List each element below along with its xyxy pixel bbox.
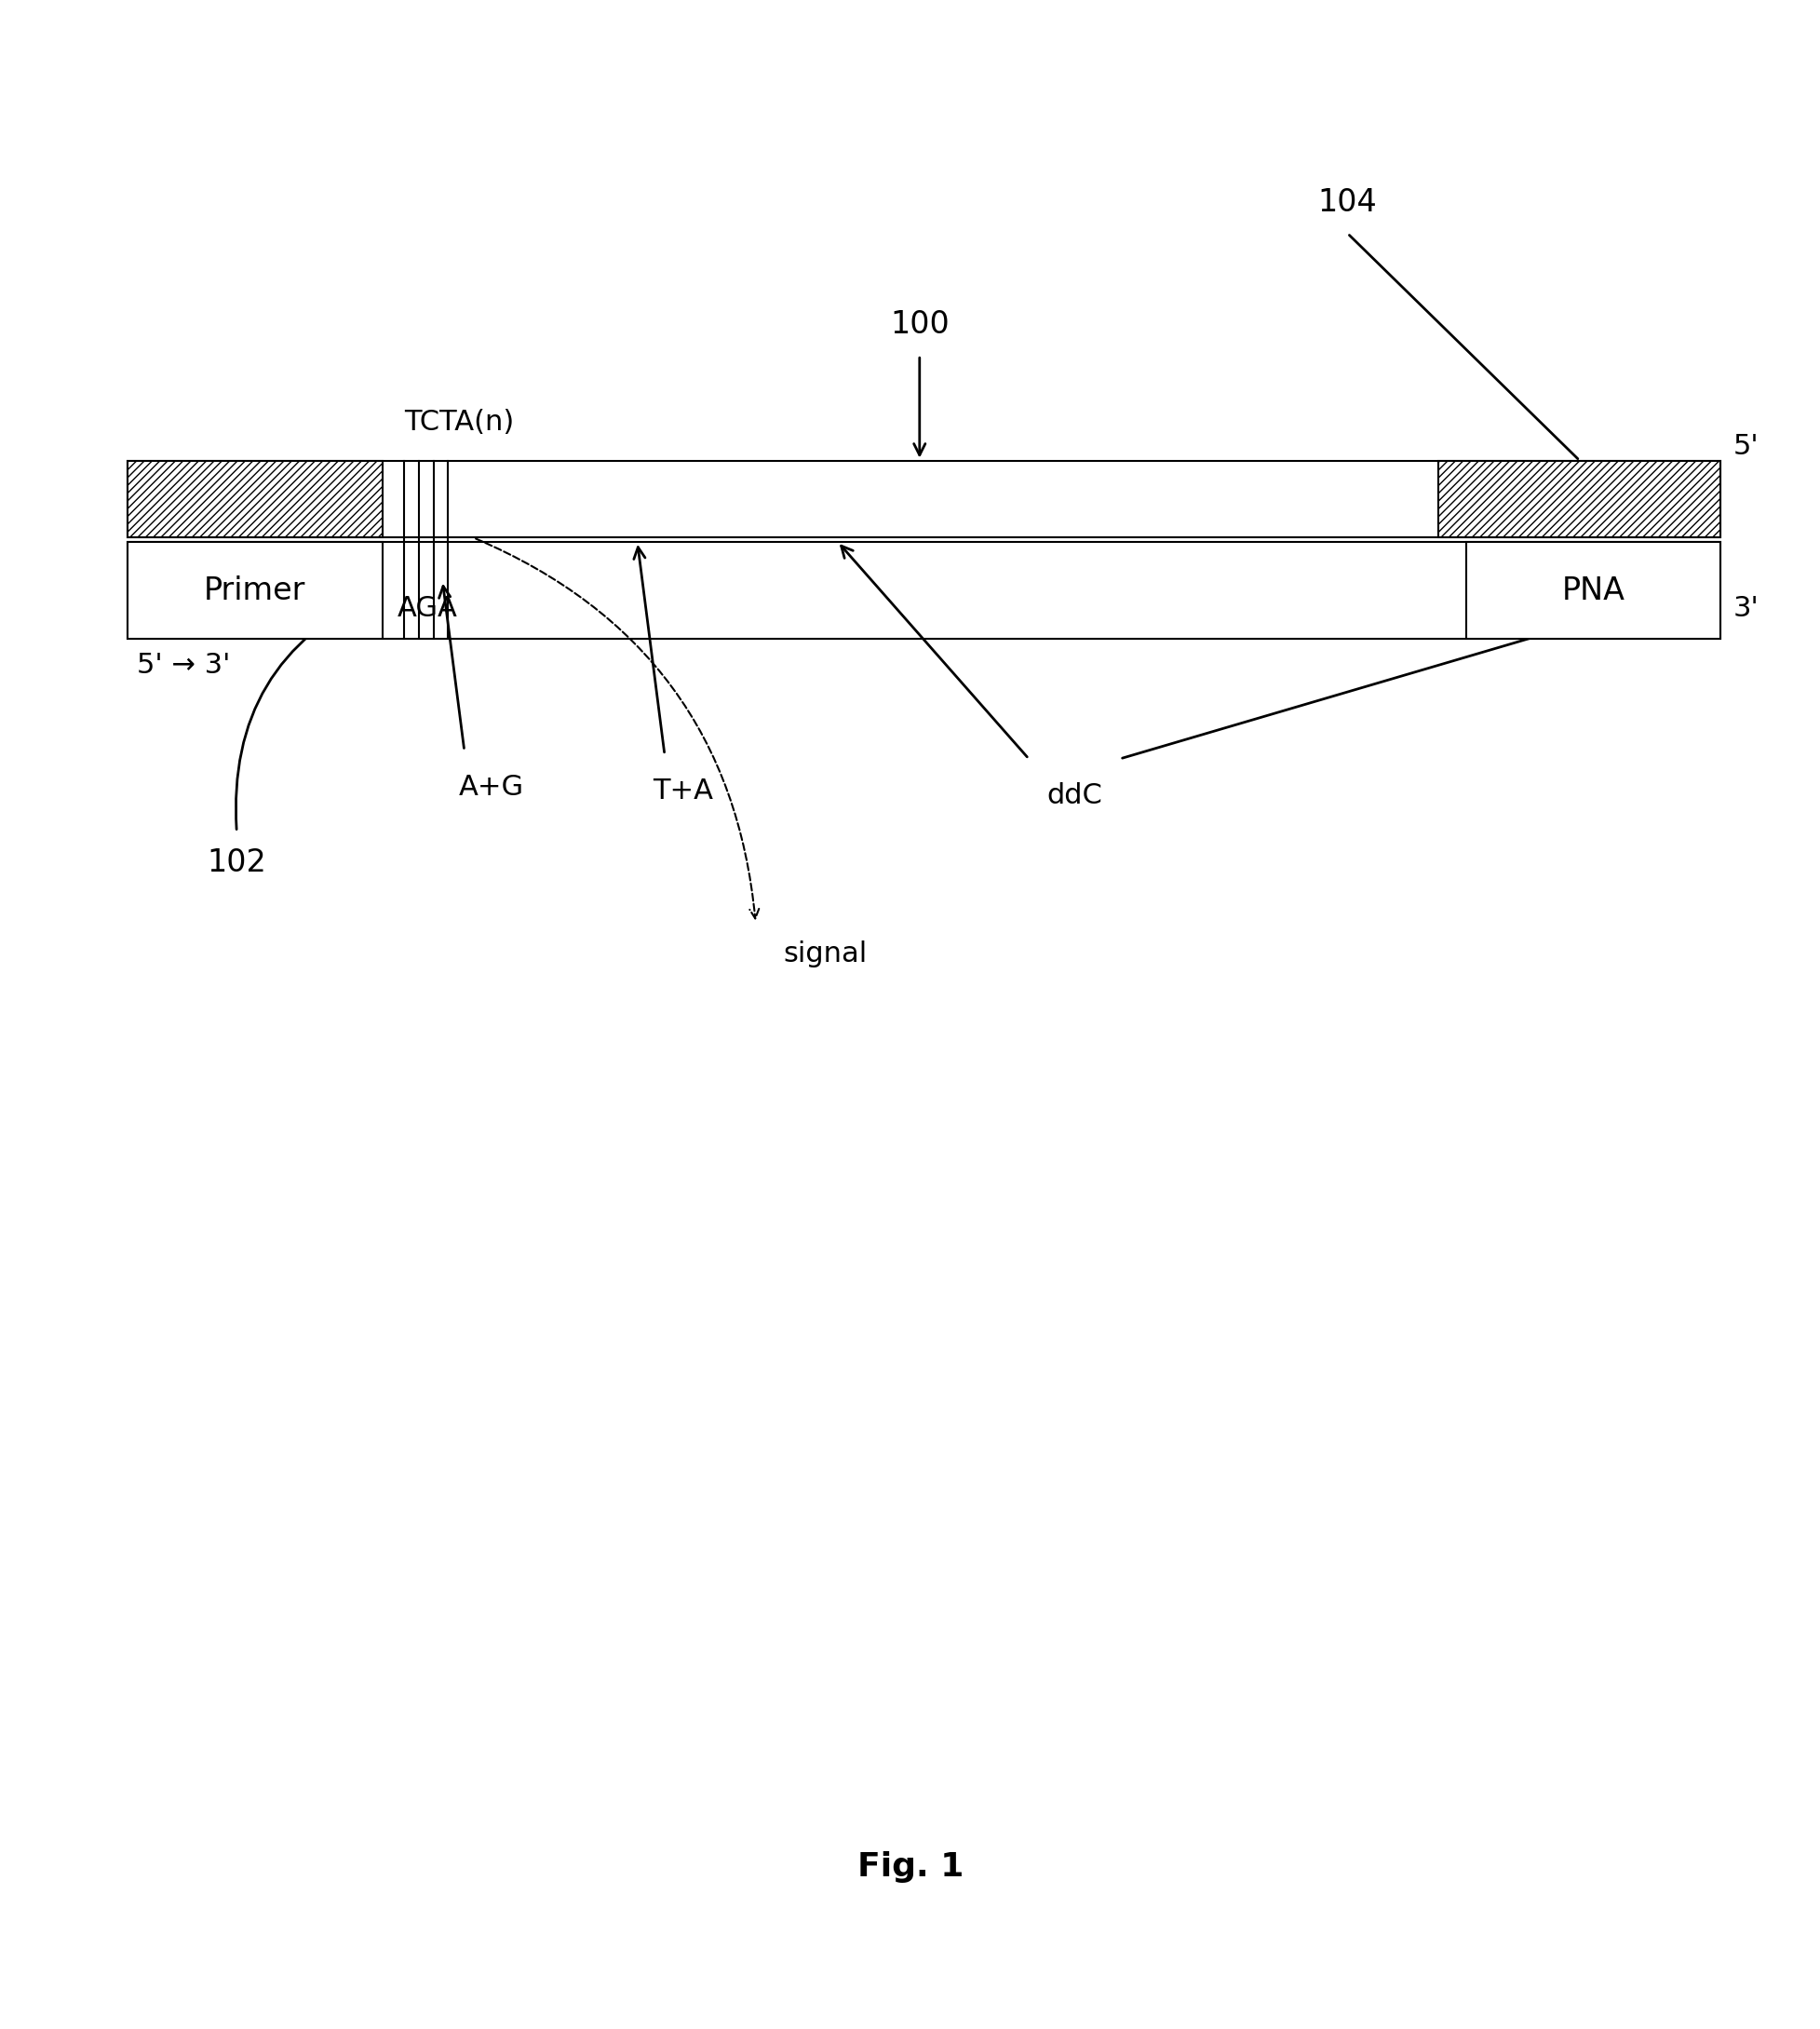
Text: signal: signal (783, 939, 866, 968)
Bar (1465, 542, 1720, 639)
Text: ddC: ddC (1046, 781, 1101, 810)
Text: 104: 104 (1318, 187, 1376, 219)
Bar (127, 542, 1720, 639)
Text: Fig. 1: Fig. 1 (857, 1850, 963, 1883)
Bar (127, 461, 382, 538)
Text: 5': 5' (1733, 432, 1758, 461)
Text: TCTA(n): TCTA(n) (404, 410, 513, 436)
Text: 5' → 3': 5' → 3' (136, 651, 229, 680)
Text: A+G: A+G (459, 773, 524, 801)
Bar (1438, 461, 1720, 538)
Text: 102: 102 (207, 846, 266, 879)
Text: T+A: T+A (652, 777, 713, 806)
Text: Primer: Primer (204, 574, 306, 607)
Bar (127, 542, 382, 639)
Bar (127, 461, 1720, 538)
Text: 3': 3' (1733, 594, 1758, 623)
Text: 100: 100 (890, 308, 948, 341)
Text: PNA: PNA (1562, 574, 1623, 607)
Text: AGA: AGA (397, 594, 457, 623)
